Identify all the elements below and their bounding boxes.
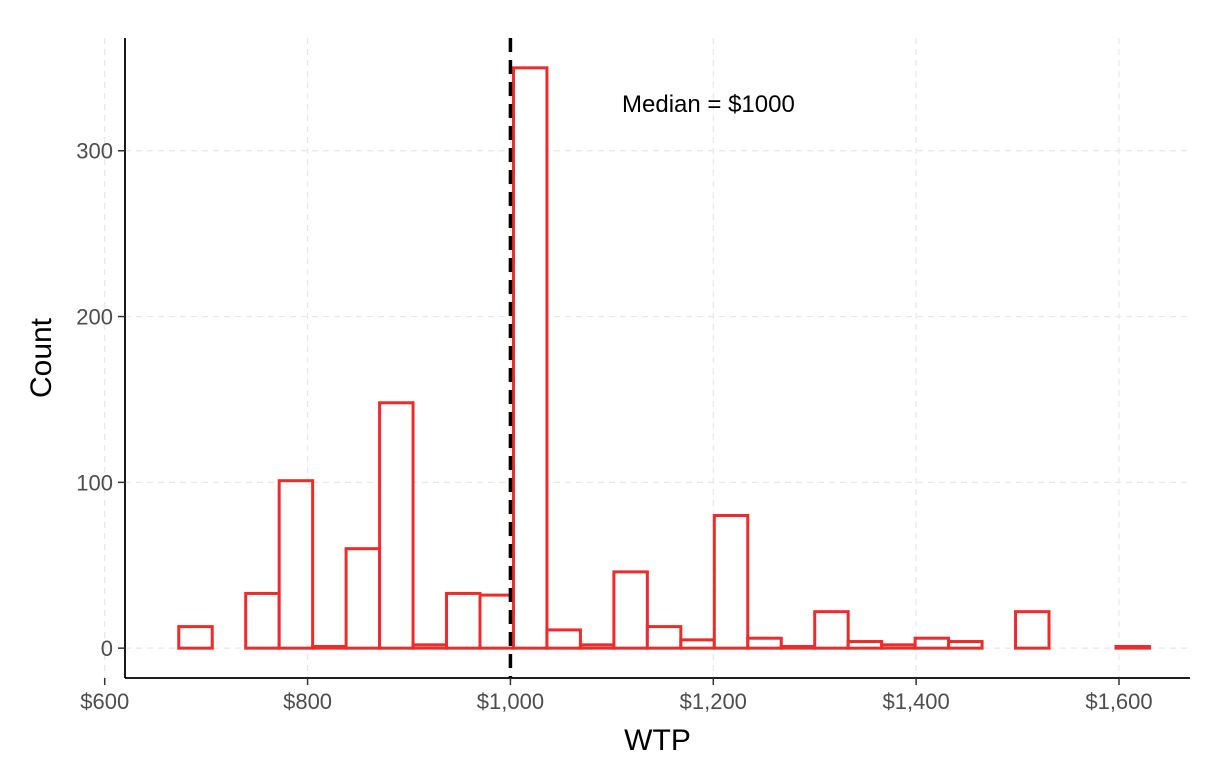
- histogram-bar: [813, 610, 850, 650]
- y-tick-label: 100: [76, 470, 113, 495]
- histogram-bar: [846, 640, 884, 650]
- histogram-bars: [177, 66, 1151, 650]
- histogram-bar: [277, 479, 315, 650]
- histogram-bar: [779, 644, 817, 650]
- histogram-bar: [679, 638, 716, 650]
- histogram-bar: [880, 643, 917, 650]
- histogram-bar: [1114, 644, 1151, 650]
- axes: [124, 38, 1190, 679]
- histogram-bar: [947, 640, 984, 650]
- y-tick-label: 200: [76, 305, 113, 330]
- x-tick-label: $1,400: [882, 689, 949, 714]
- histogram-bar: [177, 625, 214, 650]
- histogram-bar: [612, 570, 649, 650]
- x-axis-title: WTP: [624, 724, 691, 757]
- histogram-bar: [712, 514, 750, 650]
- histogram-bar: [511, 66, 549, 650]
- x-tick-label: $1,200: [680, 689, 747, 714]
- y-axis-title: Count: [25, 317, 58, 398]
- histogram-bar: [478, 593, 515, 650]
- histogram-bar: [411, 643, 449, 650]
- y-tick-label: 0: [101, 636, 113, 661]
- histogram-bar: [244, 591, 281, 650]
- x-tick-label: $1,000: [477, 689, 544, 714]
- histogram-bar: [311, 644, 348, 650]
- histogram-bar: [378, 401, 415, 650]
- x-tick-label: $600: [80, 689, 129, 714]
- histogram-bar: [645, 625, 683, 650]
- histogram-bar: [545, 628, 582, 650]
- histogram-bar: [913, 636, 951, 650]
- histogram-bar: [578, 643, 616, 650]
- histogram-bar: [445, 591, 482, 650]
- y-axis-ticks: 0 100 200 300: [76, 139, 125, 661]
- median-annotation: Median = $1000: [622, 91, 795, 118]
- x-axis-ticks: $600 $800 $1,000 $1,200 $1,400 $1,600: [80, 678, 1153, 714]
- histogram-bar: [746, 636, 783, 650]
- x-tick-label: $800: [283, 689, 332, 714]
- x-tick-label: $1,600: [1085, 689, 1152, 714]
- histogram-bar: [1014, 610, 1051, 650]
- histogram-bar: [344, 547, 382, 650]
- y-tick-label: 300: [76, 139, 113, 164]
